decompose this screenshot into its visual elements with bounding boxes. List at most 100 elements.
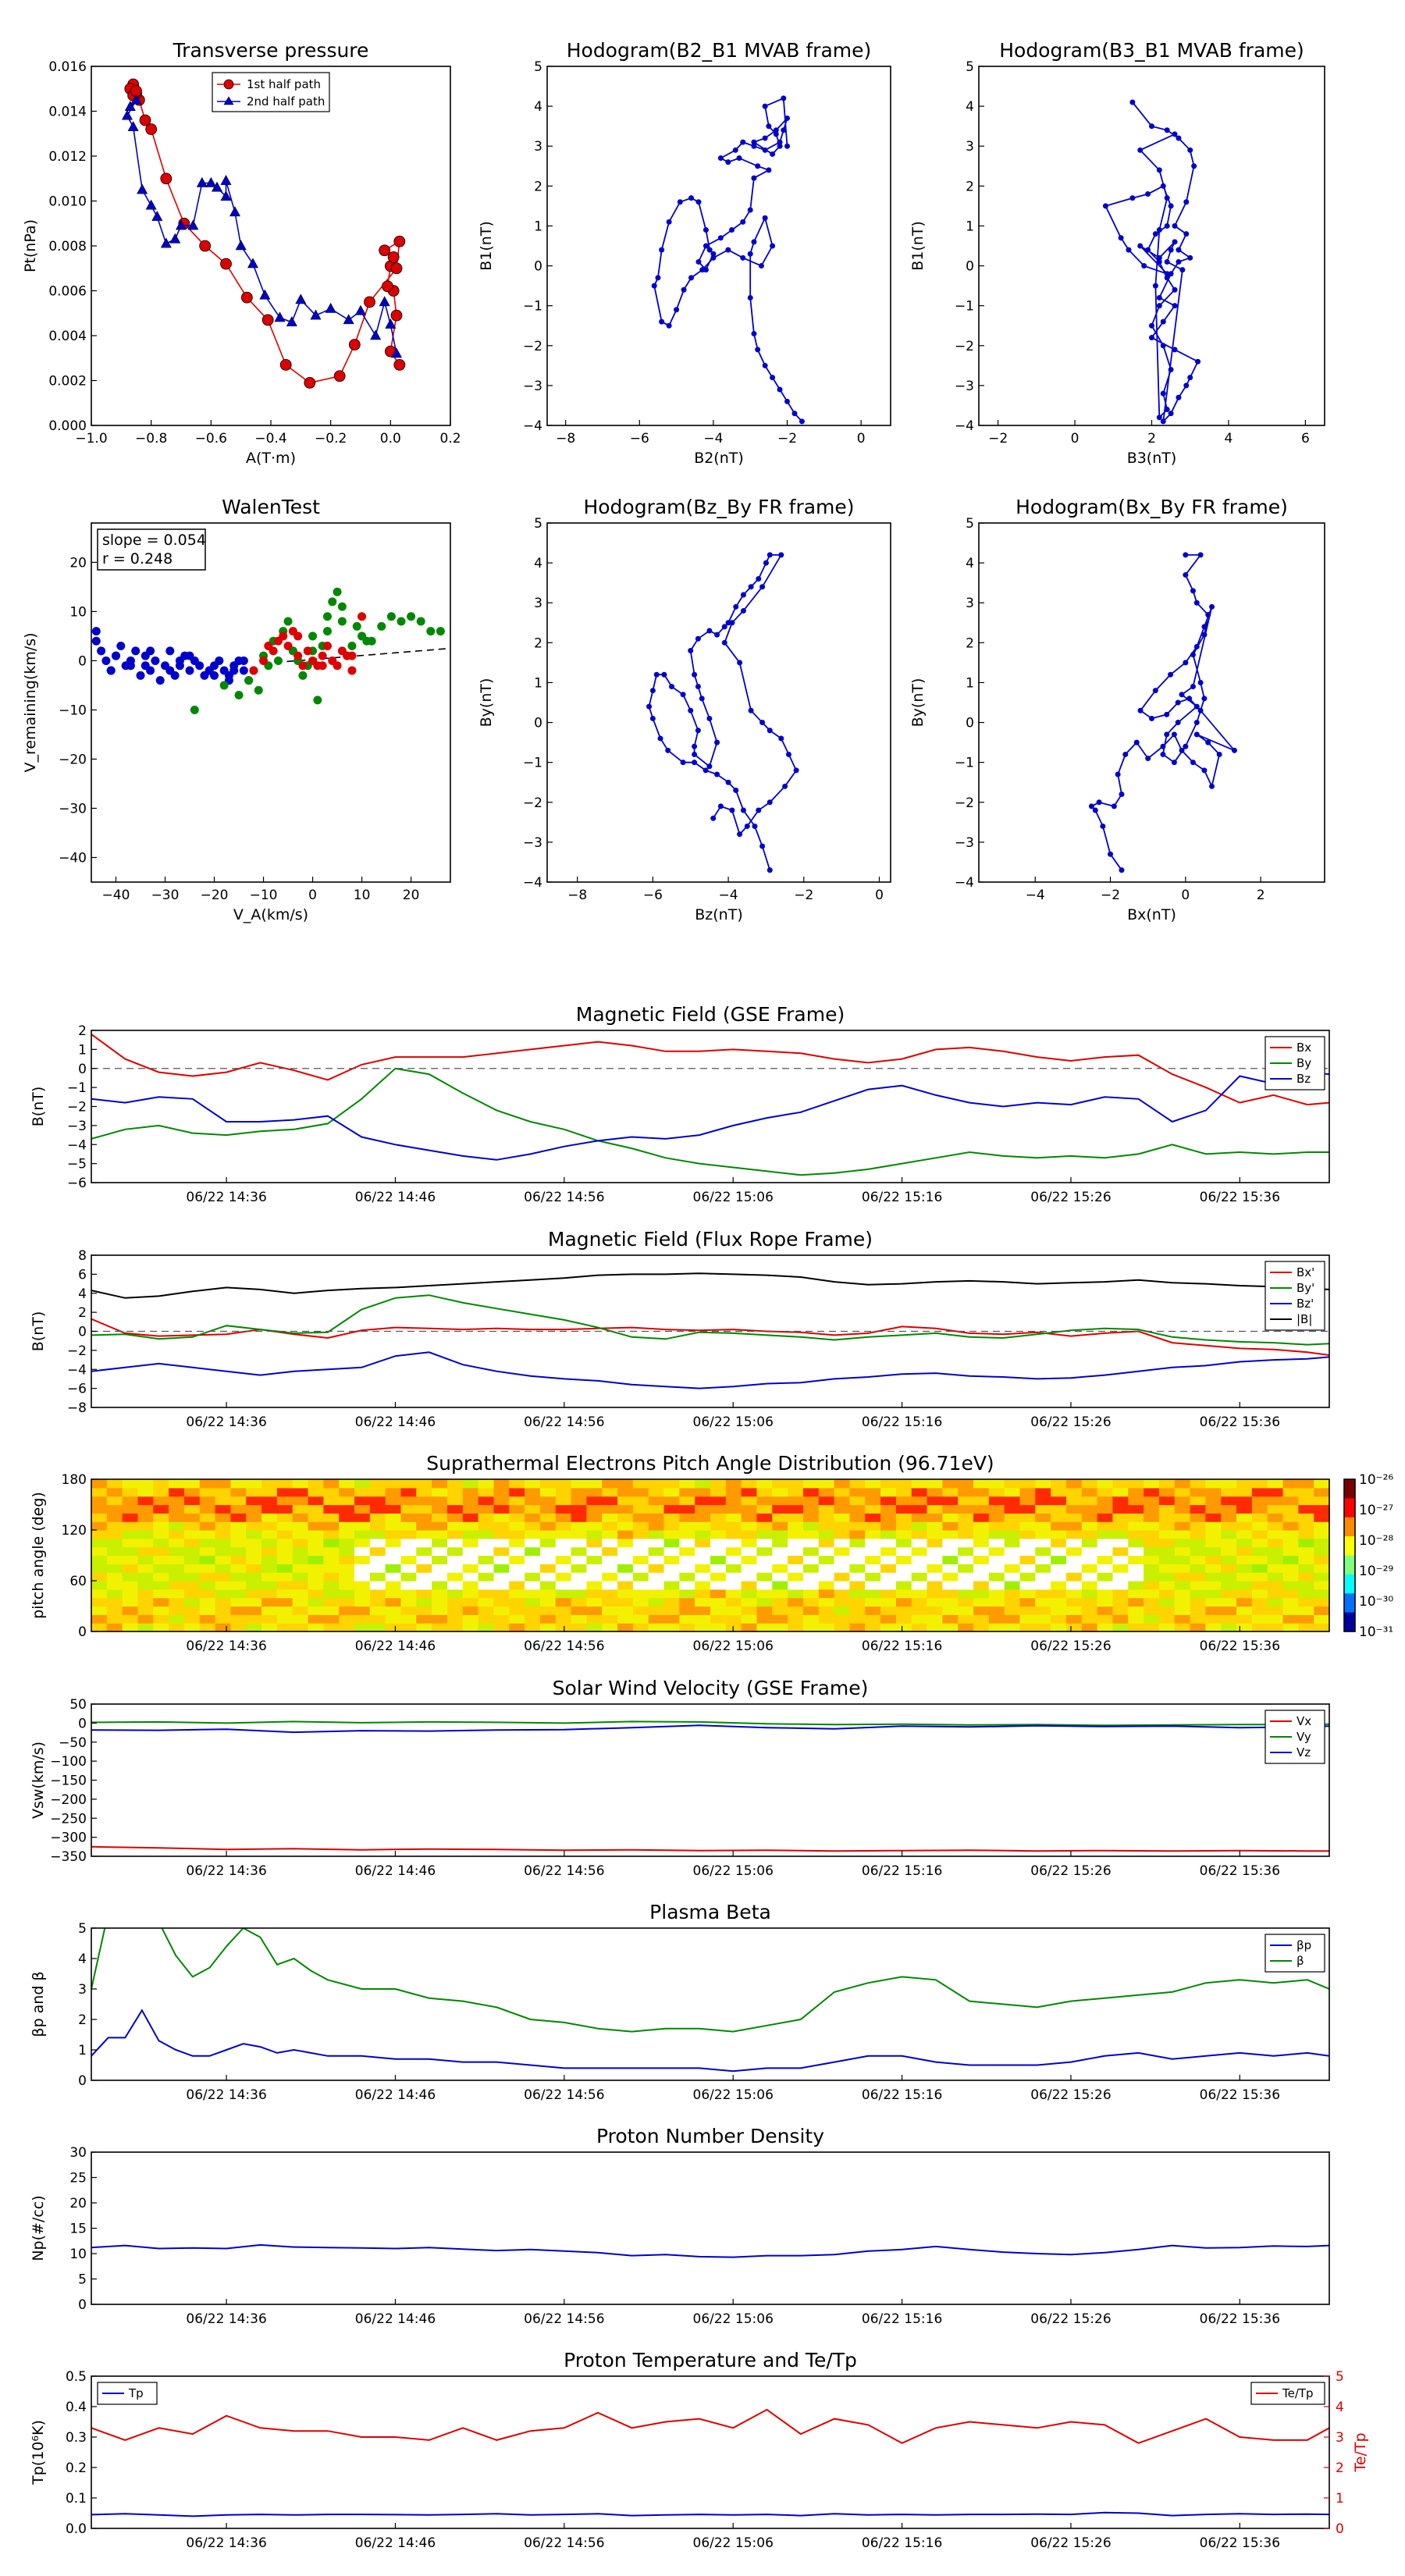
x-axis-label: B2(nT) — [694, 450, 744, 467]
heatmap-cell — [880, 1538, 897, 1548]
y-tick-label: 1 — [966, 675, 974, 691]
heatmap-cell — [478, 1581, 495, 1590]
heatmap-cell — [1282, 1496, 1299, 1506]
heatmap-cell — [122, 1538, 139, 1548]
x-tick-label: 06/22 14:56 — [524, 1414, 604, 1430]
heatmap-cell — [1112, 1479, 1129, 1489]
y-tick-label: 2 — [966, 635, 974, 651]
marker-dot — [688, 275, 695, 281]
heatmap-cell — [1236, 1496, 1253, 1506]
marker-dot — [1145, 756, 1151, 762]
heatmap-cell — [354, 1513, 371, 1522]
x-tick-label: −2 — [988, 431, 1008, 447]
heatmap-cell — [602, 1555, 618, 1564]
heatmap-cell — [1267, 1572, 1284, 1582]
heatmap-cell — [772, 1581, 788, 1590]
scatter-point-blue — [215, 656, 224, 665]
heatmap-cell — [323, 1589, 340, 1599]
heatmap-cell — [446, 1564, 464, 1573]
heatmap-cell — [137, 1496, 154, 1506]
heatmap-cell — [1051, 1504, 1067, 1514]
heatmap-cell — [880, 1479, 897, 1489]
heatmap-cell — [988, 1564, 1005, 1573]
heatmap-cell — [648, 1504, 665, 1514]
heatmap-cell — [849, 1479, 866, 1489]
heatmap-cell — [246, 1589, 262, 1599]
marker-dot — [784, 398, 791, 404]
legend-label: |B| — [1297, 1312, 1312, 1326]
scatter-point-red — [333, 661, 342, 671]
heatmap-cell — [1205, 1530, 1222, 1539]
heatmap-cell — [261, 1581, 278, 1590]
marker-dot — [1209, 783, 1215, 789]
marker-triangle — [370, 329, 382, 340]
y-axis-label: V_remaining(km/s) — [22, 632, 39, 772]
series-line-Vy — [91, 1720, 1329, 1727]
heatmap-cell — [958, 1513, 974, 1522]
heatmap-cell — [1221, 1564, 1237, 1573]
marker-dot — [736, 155, 742, 162]
heatmap-cell — [462, 1614, 479, 1624]
heatmap-cell — [1236, 1555, 1253, 1564]
y-tick-label: 0.1 — [66, 2491, 87, 2507]
heatmap-cell — [106, 1521, 123, 1531]
plot-area — [1102, 99, 1201, 425]
heatmap-cell — [958, 1606, 974, 1615]
heatmap-cell — [988, 1496, 1005, 1506]
heatmap-cell — [106, 1606, 123, 1615]
heatmap-cell — [446, 1513, 464, 1522]
heatmap-cell — [106, 1623, 123, 1631]
heatmap-cell — [632, 1597, 649, 1607]
marker-dot — [717, 803, 724, 809]
plot-area — [91, 587, 450, 714]
y-axis-label: By(nT) — [478, 678, 495, 728]
heatmap-cell — [1205, 1623, 1222, 1631]
y-tick-label: 5 — [966, 516, 974, 532]
heatmap-cell — [215, 1530, 232, 1539]
heatmap-cell — [276, 1572, 293, 1582]
heatmap-cell — [865, 1521, 881, 1531]
marker-dot — [1197, 707, 1204, 713]
heatmap-cell — [632, 1614, 649, 1624]
heatmap-cell — [663, 1589, 680, 1599]
heatmap-cell — [663, 1487, 680, 1497]
heatmap-cell — [849, 1487, 866, 1497]
heatmap-cell — [958, 1538, 974, 1548]
marker-dot — [710, 815, 717, 821]
heatmap-cell — [1190, 1614, 1206, 1624]
heatmap-cell — [153, 1479, 169, 1489]
heatmap-cell — [446, 1546, 464, 1557]
heatmap-cell — [1081, 1513, 1098, 1522]
heatmap-cell — [1144, 1581, 1160, 1590]
heatmap-cell — [679, 1572, 695, 1582]
marker-dot — [1197, 552, 1204, 558]
heatmap-cell — [137, 1555, 154, 1564]
heatmap-cell — [880, 1623, 897, 1631]
heatmap-cell — [432, 1479, 448, 1489]
marker-dot — [1152, 688, 1158, 694]
scatter-point-blue — [116, 642, 126, 651]
heatmap-cell — [432, 1589, 448, 1599]
heatmap-cell — [1128, 1572, 1144, 1582]
time-panel-2: Magnetic Field (Flux Rope Frame)B(nT)−8−… — [30, 1228, 1330, 1430]
heatmap-cell — [942, 1581, 959, 1590]
heatmap-cell — [942, 1504, 959, 1514]
heatmap-cell — [617, 1496, 634, 1506]
x-tick-label: 06/22 14:46 — [355, 1190, 436, 1205]
heatmap-cell — [509, 1564, 525, 1573]
heatmap-cell — [988, 1538, 1005, 1548]
scatter-point-green — [298, 671, 308, 680]
heatmap-cell — [462, 1530, 479, 1539]
y-tick-label: 5 — [78, 2272, 87, 2288]
x-tick-label: −1.0 — [75, 431, 107, 447]
marker-dot — [680, 692, 686, 698]
colorbar-segment — [1344, 1517, 1355, 1537]
scatter-point-green — [337, 602, 347, 611]
marker-dot — [1172, 222, 1178, 229]
heatmap-cell — [1019, 1597, 1036, 1607]
heatmap-cell — [432, 1572, 448, 1582]
heatmap-cell — [802, 1538, 820, 1548]
heatmap-cell — [741, 1538, 758, 1548]
heatmap-cell — [895, 1496, 912, 1506]
heatmap-cell — [710, 1521, 727, 1531]
